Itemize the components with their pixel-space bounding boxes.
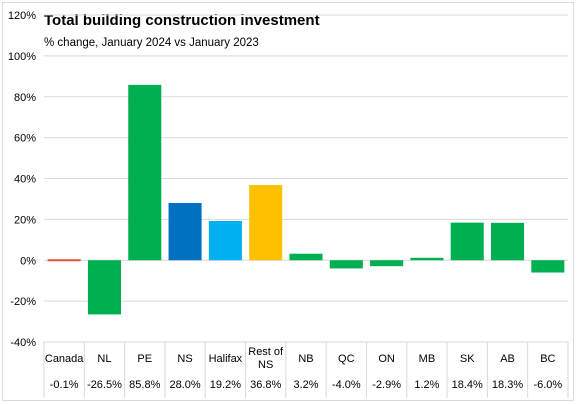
- value-label: 1.2%: [414, 379, 439, 391]
- y-tick-label: 20%: [14, 214, 36, 226]
- value-label: 85.8%: [129, 379, 160, 391]
- bar: [450, 222, 484, 261]
- y-axis-ticks: -40% -20% 0% 20% 40% 60% 80% 100% 120%: [8, 10, 36, 349]
- bar: [208, 221, 242, 261]
- chart-subtitle: % change, January 2024 vs January 2023: [44, 37, 259, 49]
- x-category-label: NL: [97, 353, 111, 365]
- x-category-label: NB: [298, 353, 313, 365]
- y-tick-label: 60%: [14, 133, 36, 145]
- value-label: 19.2%: [210, 379, 241, 391]
- bar: [289, 253, 323, 261]
- bar: [168, 203, 202, 261]
- value-label: -0.1%: [50, 379, 79, 391]
- x-category-label: BC: [540, 353, 555, 365]
- x-category-label: AB: [500, 353, 515, 365]
- y-tick-label: 120%: [8, 10, 36, 22]
- bar: [128, 84, 162, 261]
- y-tick-label: 0%: [20, 255, 36, 267]
- y-tick-label: 40%: [14, 174, 36, 186]
- bar: [410, 257, 444, 261]
- x-category-label: Canada: [45, 353, 84, 365]
- value-label: -26.5%: [87, 379, 122, 391]
- bar: [249, 185, 283, 261]
- bar: [370, 260, 404, 267]
- value-label: 18.3%: [492, 379, 523, 391]
- bar: [329, 260, 363, 269]
- bar: [87, 260, 121, 315]
- x-category-label: QC: [338, 353, 355, 365]
- x-category-label: NS: [177, 353, 192, 365]
- bars: [47, 84, 565, 315]
- y-tick-label: 100%: [8, 51, 36, 63]
- value-label: 28.0%: [169, 379, 200, 391]
- bar: [47, 259, 81, 262]
- x-category-label: Halifax: [209, 353, 243, 365]
- y-tick-label: -40%: [10, 337, 36, 349]
- value-labels: -0.1% -26.5% 85.8% 28.0% 19.2% 36.8% 3.2% -4.0%…: [50, 379, 563, 391]
- y-tick-label: -20%: [10, 296, 36, 308]
- value-label: -2.9%: [372, 379, 401, 391]
- x-category-label: PE: [137, 353, 152, 365]
- chart-title: Total building construction investment: [44, 12, 320, 29]
- value-label: 36.8%: [250, 379, 281, 391]
- value-label: -4.0%: [332, 379, 361, 391]
- y-tick-label: 80%: [14, 92, 36, 104]
- x-category-label: ON: [378, 353, 395, 365]
- value-label: -6.0%: [533, 379, 562, 391]
- x-category-label: MB: [419, 353, 436, 365]
- value-label: 18.4%: [452, 379, 483, 391]
- bar: [531, 260, 565, 273]
- value-label: 3.2%: [293, 379, 318, 391]
- x-category-label: SK: [460, 353, 475, 365]
- x-category-label: NS: [258, 359, 273, 371]
- bar: [491, 222, 525, 261]
- x-category-label: Rest of: [248, 346, 284, 358]
